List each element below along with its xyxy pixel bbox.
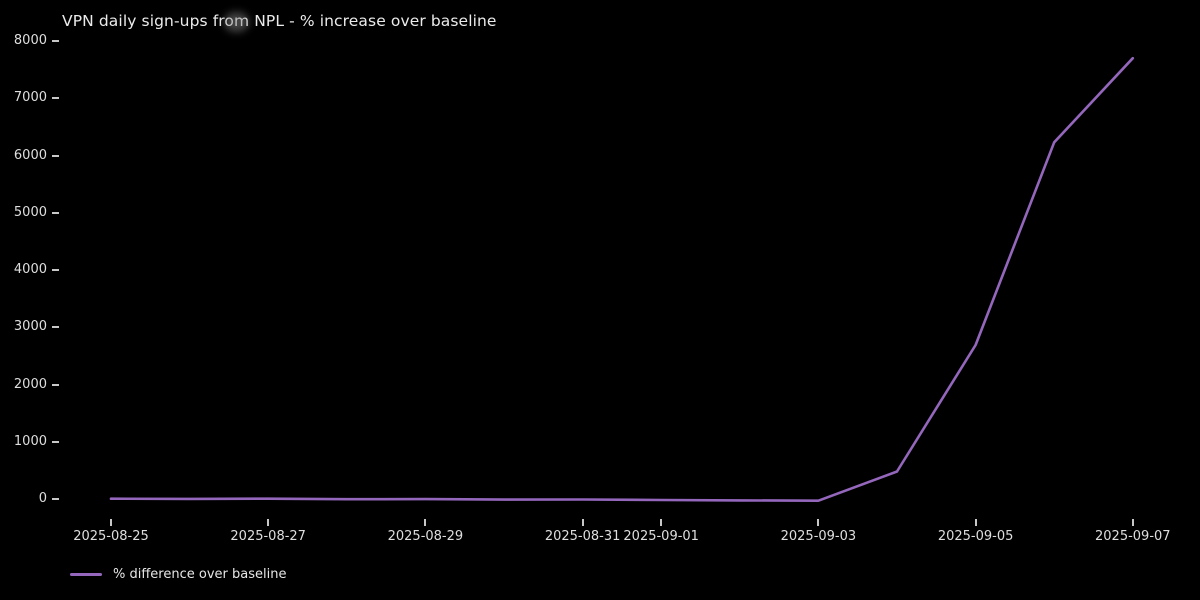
legend: % difference over baseline (70, 565, 286, 583)
y-tick-label: 2000 (13, 376, 47, 392)
y-tick-label: 5000 (13, 204, 47, 220)
x-tick-mark (1131, 519, 1134, 526)
y-tick-label: 6000 (13, 147, 47, 163)
x-tick-label: 2025-09-05 (937, 529, 1014, 544)
y-tick-label: 0 (38, 491, 47, 506)
y-tick-mark (52, 269, 59, 271)
legend-line-swatch (70, 572, 102, 576)
x-tick-mark (817, 519, 820, 526)
x-tick-mark (424, 519, 427, 526)
y-tick-mark (52, 211, 59, 214)
y-tick-mark (52, 326, 59, 329)
y-tick-mark (52, 498, 59, 500)
x-tick-label: 2025-09-01 (623, 529, 699, 544)
x-tick-mark (267, 519, 270, 526)
x-tick-mark (974, 519, 977, 526)
x-tick-mark (110, 519, 112, 526)
y-tick-mark (52, 97, 59, 100)
x-tick-label: 2025-09-03 (780, 529, 857, 544)
y-tick-label: 3000 (13, 319, 47, 335)
x-tick-label: 2025-08-27 (230, 529, 306, 544)
x-tick-mark (581, 519, 584, 526)
y-tick-mark (52, 40, 59, 42)
y-tick-label: 7000 (13, 90, 47, 106)
y-tick-label: 4000 (13, 262, 47, 277)
y-tick-mark (52, 440, 59, 443)
x-tick-label: 2025-08-31 (544, 529, 621, 544)
y-tick-mark (52, 383, 59, 386)
y-tick-mark (52, 154, 59, 157)
y-tick-label: 1000 (13, 433, 47, 449)
series-line-pct-difference (109, 56, 1135, 503)
x-tick-label: 2025-09-07 (1095, 529, 1171, 544)
y-tick-label: 8000 (13, 33, 47, 48)
legend-label: % difference over baseline (113, 566, 287, 582)
chart-title: VPN daily sign-ups from NPL - % increase… (62, 12, 497, 30)
x-tick-label: 2025-08-25 (73, 529, 149, 544)
x-tick-mark (660, 519, 663, 526)
x-tick-label: 2025-08-29 (387, 529, 464, 544)
